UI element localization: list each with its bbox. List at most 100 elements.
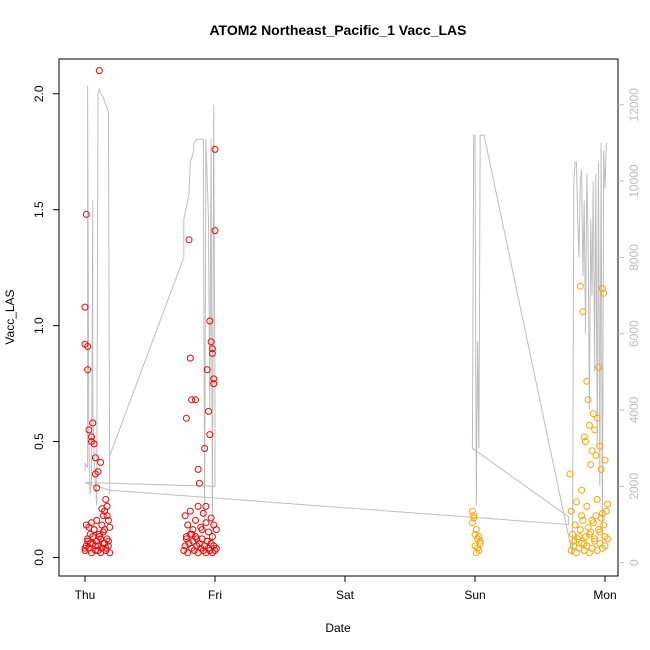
data-point [208, 533, 216, 541]
data-point [580, 540, 588, 547]
data-point [600, 289, 608, 297]
data-point [211, 227, 219, 235]
data-point [193, 535, 201, 543]
data-point [589, 410, 597, 418]
data-point [595, 363, 602, 371]
x-axis-label: Date [325, 621, 351, 635]
data-point [185, 236, 193, 244]
y2-tick-label: 0 [627, 559, 641, 566]
data-point [199, 509, 207, 517]
data-point [198, 526, 206, 534]
data-point [604, 500, 612, 508]
data-point [587, 461, 595, 469]
data-point [470, 514, 478, 522]
data-point [189, 526, 197, 534]
data-point [194, 502, 202, 510]
data-point [468, 507, 476, 515]
data-point [206, 317, 214, 325]
y-axis-label: Vacc_LAS [3, 289, 17, 344]
y-tick-label: 0.5 [32, 433, 46, 450]
data-point [593, 414, 601, 422]
data-point [212, 544, 220, 552]
data-point [472, 549, 480, 557]
data-point [195, 479, 203, 487]
data-point [572, 498, 580, 506]
data-point [90, 526, 98, 534]
data-point [99, 512, 107, 520]
data-point [203, 366, 211, 374]
data-point [88, 433, 95, 441]
y-tick-label: 1.0 [32, 317, 46, 334]
data-point [84, 366, 92, 374]
data-point [207, 514, 215, 522]
data-point [566, 470, 574, 478]
data-point [104, 537, 112, 545]
data-point [567, 507, 575, 515]
data-point [601, 533, 609, 541]
data-point [474, 544, 482, 552]
data-point [202, 502, 210, 510]
y-axis: 0.0 0.5 1.0 1.5 2.0 [32, 85, 59, 566]
data-point [471, 530, 479, 538]
data-point [476, 537, 484, 545]
data-point [578, 512, 586, 520]
x-tick-label: Sun [464, 588, 485, 602]
data-point [188, 530, 196, 538]
series-line [84, 85, 607, 556]
x-tick-label: Sat [336, 588, 355, 602]
data-point [211, 145, 219, 153]
data-point [470, 512, 478, 520]
data-point [208, 349, 216, 357]
data-point [601, 456, 609, 464]
data-point [201, 445, 209, 452]
data-point [596, 442, 604, 450]
data-point [181, 512, 189, 520]
data-point [81, 544, 89, 552]
data-point [588, 516, 596, 524]
chart-title: ATOM2 Northeast_Pacific_1 Vacc_LAS [209, 22, 466, 38]
y-tick-label: 0.0 [32, 549, 46, 566]
data-point [89, 419, 97, 427]
data-point [205, 528, 212, 536]
data-point [205, 407, 212, 415]
data-point [585, 421, 593, 429]
data-point [210, 375, 218, 383]
data-point [206, 431, 214, 439]
y2-tick-label: 6000 [627, 320, 641, 347]
data-point [103, 502, 111, 510]
data-point [579, 308, 587, 316]
data-point [591, 426, 599, 434]
data-point [192, 516, 199, 524]
data-point [186, 354, 194, 362]
right-y-axis: 0 2000 4000 6000 8000 10000 12000 [618, 88, 641, 566]
data-point [184, 521, 192, 529]
data-point [106, 549, 114, 557]
data-point [89, 533, 97, 541]
data-point [585, 530, 593, 538]
data-point [593, 496, 601, 503]
data-point [597, 514, 605, 522]
data-point [596, 528, 604, 536]
data-point [95, 67, 103, 75]
data-point [212, 526, 220, 534]
y2-tick-label: 12000 [627, 88, 641, 122]
data-point [576, 282, 584, 290]
data-point [91, 454, 99, 462]
data-point [584, 396, 592, 404]
data-point [208, 345, 216, 353]
data-point [182, 414, 190, 422]
data-point [94, 468, 102, 476]
data-point [81, 303, 89, 311]
data-point [194, 465, 202, 473]
data-point [570, 537, 578, 545]
data-point [598, 509, 606, 517]
data-point [93, 516, 101, 524]
data-point [102, 544, 110, 552]
data-point [588, 447, 596, 455]
data-point [184, 549, 192, 557]
y2-tick-label: 4000 [627, 396, 641, 423]
x-axis: Thu Fri Sat Sun Mon [75, 576, 617, 602]
data-point [180, 547, 188, 554]
y-tick-label: 1.5 [32, 201, 46, 218]
